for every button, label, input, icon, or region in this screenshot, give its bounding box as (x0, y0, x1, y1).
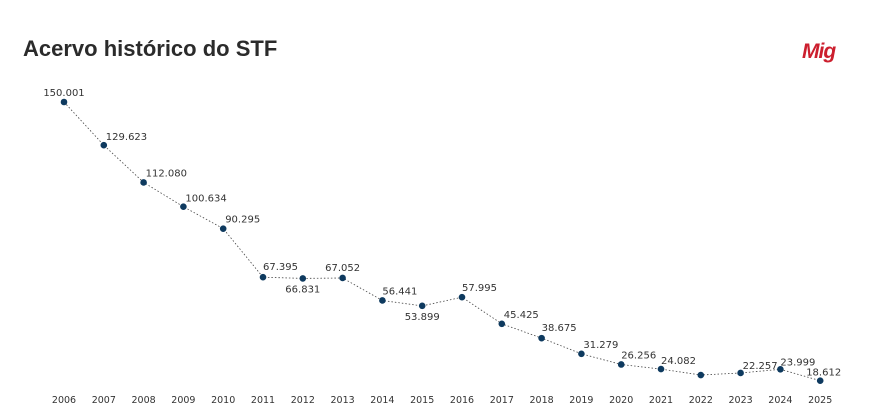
x-tick-2017: 2017 (490, 395, 514, 406)
data-label-2016: 57.995 (462, 283, 497, 294)
data-point-2024 (777, 365, 784, 373)
data-label-2011: 67.395 (263, 262, 298, 273)
data-point-2014 (379, 297, 386, 304)
x-tick-2007: 2007 (92, 395, 116, 406)
data-label-2014: 56.441 (382, 286, 417, 297)
x-tick-2015: 2015 (410, 395, 434, 406)
data-point-2008 (140, 179, 147, 186)
data-point-2007 (100, 141, 108, 149)
data-label-2007: 129.623 (106, 132, 147, 143)
x-tick-2020: 2020 (609, 395, 633, 406)
data-point-2018 (538, 334, 545, 342)
data-label-2024: 23.999 (780, 357, 815, 368)
data-point-2021 (657, 365, 665, 373)
x-tick-2018: 2018 (530, 395, 554, 406)
data-point-2011 (259, 273, 267, 281)
x-tick-2016: 2016 (450, 395, 474, 406)
data-label-2006: 150.001 (43, 88, 84, 99)
data-point-2025 (816, 377, 824, 385)
data-point-2020 (617, 361, 625, 368)
data-label-2018: 38.675 (542, 323, 577, 334)
x-tick-layer: 2006 2007 2008 2009 2010 2011 2012 2013 2014 2015… (52, 395, 832, 406)
x-tick-2009: 2009 (171, 395, 195, 406)
data-label-2019: 31.279 (583, 340, 618, 351)
x-tick-2008: 2008 (132, 395, 156, 406)
data-label-2023: 22.257 (743, 361, 778, 372)
series-line (63, 101, 821, 382)
data-point-2016 (458, 293, 466, 301)
data-label-2010: 90.295 (225, 215, 260, 226)
x-tick-2021: 2021 (649, 395, 673, 406)
data-point-2009 (180, 203, 187, 211)
data-point-layer (60, 98, 824, 385)
x-tick-2013: 2013 (331, 395, 355, 406)
data-point-2006 (60, 98, 68, 106)
data-label-layer: 150.001 129.623 112.080 100.634 90.295 67.395… (43, 88, 841, 379)
x-tick-2010: 2010 (211, 395, 235, 406)
x-tick-2019: 2019 (569, 395, 593, 406)
data-label-2008: 112.080 (146, 168, 187, 179)
data-point-2010 (219, 225, 227, 232)
data-label-2025: 18.612 (806, 368, 841, 379)
data-label-2020: 26.256 (621, 350, 656, 361)
data-point-2022 (697, 371, 705, 379)
data-label-2021: 24.082 (661, 356, 696, 367)
chart-title: Acervo histórico do STF (23, 36, 278, 61)
data-label-2017: 45.425 (504, 310, 539, 321)
data-label-2012: 66.831 (285, 284, 320, 295)
brand-logo: Mig (802, 40, 836, 63)
data-point-2013 (339, 274, 346, 282)
data-point-2015 (418, 302, 426, 310)
series-line-layer (63, 101, 821, 382)
data-point-2019 (578, 350, 585, 358)
data-point-2017 (498, 320, 506, 328)
x-tick-2022: 2022 (689, 395, 713, 406)
data-label-2013: 67.052 (325, 263, 360, 274)
x-tick-2011: 2011 (251, 395, 275, 406)
x-tick-2023: 2023 (729, 395, 753, 406)
data-point-2012 (299, 275, 307, 282)
x-tick-2014: 2014 (370, 395, 394, 406)
x-tick-2012: 2012 (291, 395, 315, 406)
data-point-2023 (737, 369, 744, 377)
x-tick-2025: 2025 (808, 395, 832, 406)
data-label-2015: 53.899 (405, 312, 440, 323)
x-tick-2024: 2024 (768, 395, 792, 406)
data-label-2009: 100.634 (185, 194, 226, 205)
x-tick-2006: 2006 (52, 395, 76, 406)
